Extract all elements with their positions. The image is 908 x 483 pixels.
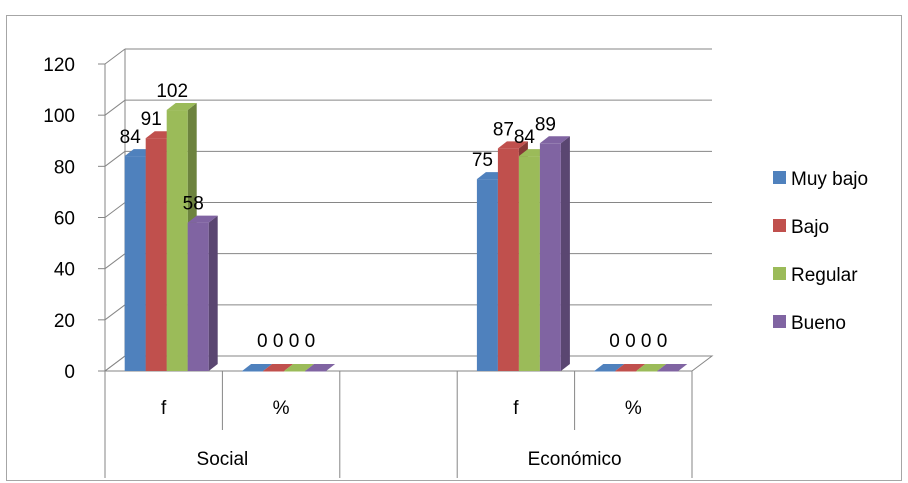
bars — [124, 103, 688, 372]
legend: Muy bajo Bajo Regular Bueno — [773, 169, 868, 334]
bar-top — [539, 136, 570, 144]
y-tick-label: 80 — [54, 157, 75, 178]
gridline-side — [104, 99, 126, 116]
x-tick-label: % — [625, 398, 642, 419]
bar — [539, 143, 561, 371]
bar-top — [657, 364, 688, 371]
bar-top — [166, 103, 197, 111]
bar-top — [497, 141, 528, 149]
data-label: 0 0 0 0 — [257, 331, 315, 352]
bar-top — [615, 364, 646, 371]
bar — [263, 371, 285, 372]
bar-top — [263, 364, 294, 371]
y-tick-label: 0 — [64, 362, 75, 383]
legend-swatch — [773, 267, 786, 280]
bar-top — [636, 364, 667, 371]
y-tick-label: 40 — [54, 260, 75, 281]
legend-swatch — [773, 171, 786, 184]
bar — [594, 371, 616, 372]
bar — [636, 371, 658, 372]
bar — [166, 110, 188, 372]
x-tick-label: f — [161, 398, 167, 419]
data-label: 84 — [120, 127, 142, 148]
legend-label: Muy bajo — [791, 169, 868, 190]
gridline-side — [104, 202, 126, 218]
data-label: 91 — [141, 109, 162, 130]
bar — [305, 371, 327, 372]
bar — [284, 371, 306, 372]
bar-top — [187, 215, 218, 223]
data-label: 87 — [493, 119, 514, 140]
bar-top — [594, 364, 625, 371]
data-label: 89 — [535, 114, 556, 135]
bar — [497, 148, 519, 371]
data-label: 75 — [472, 150, 493, 171]
y-tick-label: 60 — [54, 209, 75, 230]
legend-label: Bueno — [791, 313, 846, 334]
gridline-side — [104, 48, 126, 65]
x-tick-label: % — [273, 398, 290, 419]
axes: 0 20 40 60 80 100 120 f% f % Social Económico — [43, 49, 714, 478]
bar — [187, 222, 209, 371]
legend-swatch — [773, 219, 786, 232]
bar — [124, 156, 146, 371]
data-label: 58 — [183, 194, 204, 215]
bar-side — [208, 215, 218, 371]
bar — [242, 371, 264, 372]
y-tick-label: 20 — [54, 311, 75, 332]
x-tick-label: f — [513, 398, 519, 419]
y-tick-label: 100 — [43, 106, 75, 127]
bar-top — [242, 364, 273, 371]
data-label: 102 — [156, 81, 188, 102]
bar — [657, 371, 679, 372]
data-label: 0 0 0 0 — [609, 331, 667, 352]
legend-swatch — [773, 315, 786, 328]
gridline-side — [104, 253, 126, 270]
bar — [518, 156, 540, 371]
y-tick-label: 120 — [43, 55, 75, 76]
legend-label: Regular — [791, 265, 858, 286]
x-group-label: Económico — [528, 449, 622, 470]
legend-label: Bajo — [791, 217, 829, 238]
data-label: 84 — [514, 127, 536, 148]
gridline-side — [104, 150, 126, 167]
bar-side — [560, 136, 570, 371]
bar — [476, 179, 498, 371]
bar-top — [284, 364, 315, 371]
x-group-label: Social — [197, 449, 249, 470]
bar — [145, 138, 167, 371]
bar-top — [305, 364, 336, 371]
bar — [615, 371, 637, 372]
gridline-side — [104, 304, 126, 321]
